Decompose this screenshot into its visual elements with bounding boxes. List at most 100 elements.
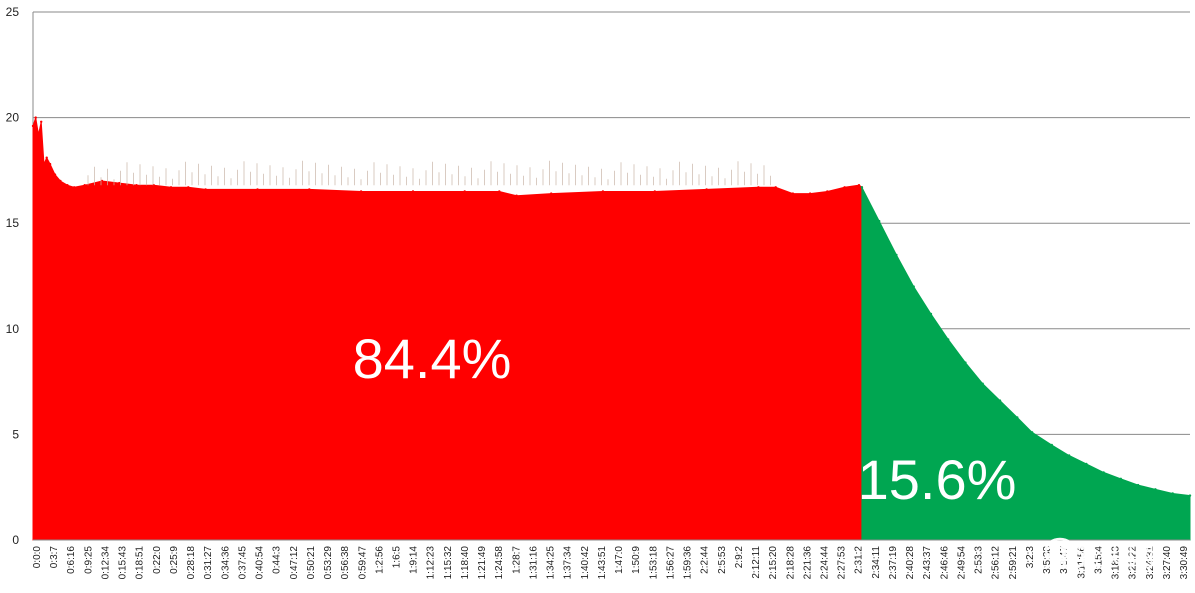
data-point: [878, 219, 881, 223]
data-point: [100, 179, 104, 183]
x-tick-label: 3:15:4: [1093, 546, 1104, 574]
x-tick-label: 0:3:7: [49, 546, 60, 569]
x-tick-label: 0:12:34: [101, 546, 112, 580]
y-tick-label: 25: [6, 5, 20, 19]
data-point: [757, 186, 760, 189]
x-tick-label: 0:44:3: [272, 546, 283, 574]
x-tick-label: 3:2:3: [1025, 546, 1036, 569]
x-tick-label: 2:9:2: [734, 546, 745, 569]
data-point: [964, 361, 967, 364]
data-point: [48, 162, 52, 166]
data-point: [45, 156, 48, 159]
x-tick-label: 2:5:53: [717, 546, 728, 574]
x-tick-label: 1:21:49: [477, 546, 488, 580]
data-point: [791, 192, 795, 195]
data-point: [857, 184, 861, 187]
y-tick-label: 15: [6, 216, 20, 230]
data-point: [843, 186, 846, 189]
x-tick-label: 2:12:11: [751, 546, 762, 579]
x-tick-label: 0:22:0: [152, 546, 163, 574]
x-tick-label: 3:24:31: [1145, 546, 1156, 580]
x-tick-label: 2:21:36: [802, 546, 813, 580]
data-point: [998, 399, 1002, 402]
x-tick-label: 0:25:9: [169, 546, 180, 574]
data-point: [515, 194, 518, 197]
data-point: [1030, 431, 1034, 434]
y-tick-label: 0: [12, 533, 19, 547]
x-tick-label: 1:24:58: [494, 546, 505, 580]
x-tick-label: 1:9:14: [409, 546, 420, 574]
data-point: [53, 173, 57, 176]
x-tick-label: 0:0:0: [32, 546, 43, 569]
x-tick-label: 0:56:38: [340, 546, 351, 580]
x-tick-label: 3:30:49: [1179, 546, 1190, 580]
x-tick-label: 2:46:46: [939, 546, 950, 580]
x-tick-label: 1:43:51: [597, 546, 608, 580]
x-tick-label: 1:28:7: [511, 546, 522, 574]
data-point: [808, 192, 812, 195]
data-point: [860, 186, 864, 189]
x-tick-label: 1:12:23: [426, 546, 437, 580]
x-tick-label: 2:27:53: [837, 546, 848, 580]
data-point: [601, 190, 605, 193]
x-tick-label: 2:24:44: [820, 546, 831, 580]
watermark: 充电头网: [1043, 535, 1155, 575]
x-tick-label: 0:34:36: [220, 546, 231, 580]
y-tick-label: 20: [6, 111, 20, 125]
data-point: [826, 190, 829, 193]
x-tick-label: 2:53:3: [974, 546, 985, 574]
x-tick-label: 2:56:12: [991, 546, 1002, 580]
data-point: [1136, 483, 1140, 487]
data-point: [308, 188, 311, 191]
x-tick-label: 2:40:28: [905, 546, 916, 580]
data-point: [550, 192, 553, 195]
x-tick-label: 1:56:27: [665, 546, 676, 580]
wechat-icon: [1044, 537, 1086, 570]
x-tick-label: 0:15:43: [118, 546, 129, 580]
x-tick-label: 1:2:56: [374, 546, 385, 574]
data-point: [705, 188, 708, 191]
x-tick-label: 0:40:54: [255, 546, 266, 580]
x-tick-label: 2:59:21: [1008, 546, 1019, 580]
data-point: [1171, 492, 1174, 495]
data-point: [187, 186, 190, 189]
data-point: [66, 184, 69, 187]
x-tick-label: 1:31:16: [529, 546, 540, 580]
x-tick-label: 0:59:47: [357, 546, 368, 580]
data-point: [169, 186, 173, 189]
x-tick-label: 1:59:36: [683, 546, 694, 580]
data-point: [1188, 494, 1192, 497]
data-point: [83, 184, 86, 187]
x-tick-label: 3:5:38: [1042, 546, 1053, 574]
data-point: [653, 190, 656, 193]
x-tick-label: 1:37:34: [563, 546, 574, 580]
data-point: [204, 188, 207, 191]
data-point: [256, 188, 259, 191]
data-point: [1102, 471, 1105, 474]
data-point: [59, 179, 62, 183]
data-point: [981, 382, 984, 385]
annotation-green-percent: 15.6%: [858, 448, 1017, 511]
data-point: [31, 124, 35, 128]
x-tick-label: 0:18:51: [135, 546, 146, 580]
data-point: [912, 285, 915, 288]
data-point: [411, 190, 415, 193]
x-tick-label: 3:27:40: [1162, 546, 1173, 580]
data-point: [947, 338, 950, 341]
x-tick-label: 0:28:18: [186, 546, 197, 580]
x-tick-label: 3:21:22: [1128, 546, 1139, 580]
x-tick-label: 1:40:42: [580, 546, 591, 580]
x-tick-label: 1:50:9: [631, 546, 642, 574]
x-tick-label: 0:31:27: [203, 546, 214, 580]
data-point: [1154, 488, 1157, 491]
data-point: [1016, 416, 1019, 419]
data-point: [118, 181, 121, 185]
data-point: [40, 120, 43, 124]
data-point: [73, 186, 76, 189]
x-tick-label: 1:47:0: [614, 546, 625, 574]
x-tick-label: 2:49:54: [956, 546, 967, 580]
x-tick-label: 1:6:5: [392, 546, 403, 569]
data-point: [42, 162, 46, 166]
